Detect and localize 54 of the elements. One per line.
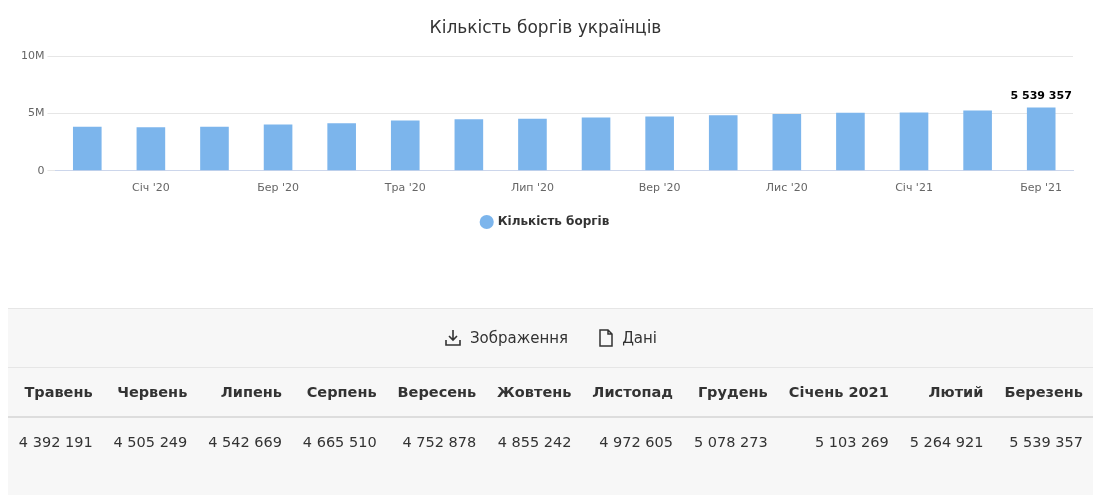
data-label: 5 539 357 — [1010, 88, 1072, 102]
bar — [327, 123, 356, 171]
category-label: Серпень — [291, 368, 387, 417]
category-label: Листопад — [581, 368, 684, 417]
bar — [136, 127, 166, 171]
text: Дані — [622, 329, 658, 347]
y-tick-label: 5M — [27, 106, 45, 120]
category-label: Жовтень — [486, 368, 582, 417]
category-label: Липень — [197, 368, 292, 417]
text: 4 972 605 — [599, 434, 674, 450]
category-label: Лютий — [898, 368, 994, 417]
x-tick-label: Бер '20 — [257, 181, 299, 195]
x-tick-label: Вер '20 — [638, 181, 681, 195]
bar — [645, 116, 674, 171]
text: 5 078 273 — [693, 434, 768, 450]
category-label: Вересень — [386, 368, 487, 417]
text: 4 855 242 — [497, 434, 572, 450]
bar — [581, 117, 611, 171]
bar — [899, 112, 929, 171]
bar — [708, 115, 738, 171]
bar — [518, 118, 547, 171]
category-label: Червень — [102, 368, 198, 417]
bar — [390, 120, 420, 171]
text: 4 665 510 — [302, 434, 377, 450]
category-label: Травень — [8, 368, 103, 417]
bar — [200, 126, 229, 171]
legend-label: Кількість боргів — [497, 214, 610, 229]
y-tick-label: 0 — [37, 163, 45, 177]
text: 5 264 921 — [909, 434, 984, 450]
bar — [836, 112, 865, 171]
text: Зображення — [469, 329, 569, 347]
bar — [454, 119, 484, 171]
x-tick-label: Січ '21 — [895, 181, 933, 195]
x-tick-label: Лис '20 — [765, 181, 808, 195]
text: 5 539 357 — [1009, 434, 1083, 450]
x-tick-label: Лип '20 — [510, 181, 555, 195]
bar — [1026, 107, 1056, 171]
text: 4 392 191 — [18, 434, 93, 450]
text: 4 542 669 — [208, 434, 282, 450]
text: 5 103 269 — [815, 434, 889, 450]
x-tick-label: Бер '21 — [1020, 181, 1063, 195]
text: 4 752 878 — [402, 434, 477, 450]
bar — [263, 124, 293, 171]
bar — [772, 113, 802, 171]
category-label: Березень — [993, 368, 1093, 417]
y-tick-label: 10M — [20, 49, 45, 63]
x-tick-label: Тра '20 — [383, 181, 426, 195]
x-tick-label: Січ '20 — [132, 181, 170, 195]
chart-title: Кількість боргів українців — [429, 16, 662, 37]
text: 4 505 249 — [113, 434, 188, 450]
bar — [72, 126, 102, 171]
category-label: Січень 2021 — [777, 368, 899, 417]
category-label: Грудень — [683, 368, 778, 417]
bar — [963, 110, 992, 171]
